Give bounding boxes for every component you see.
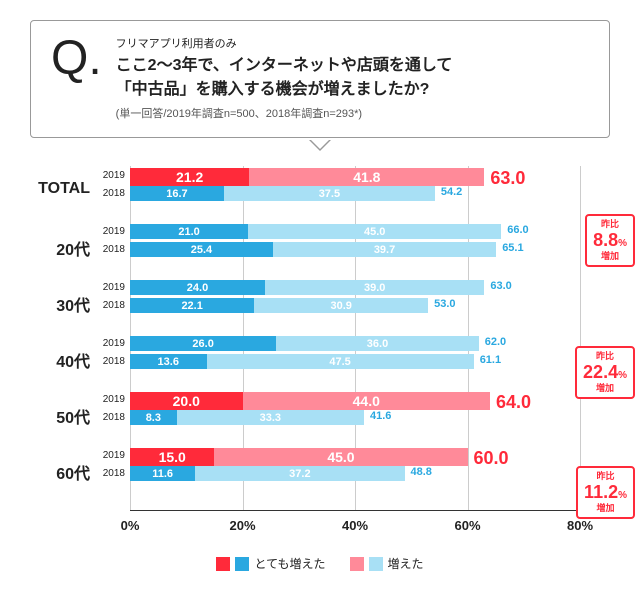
bar-segment-a: 25.4 xyxy=(130,242,273,257)
q-main: ここ2～3年で、インターネットや店頭を通して「中古品」を購入する機会が増えました… xyxy=(116,54,453,102)
bar-chart: 0%20%40%60%80%TOTAL201921.241.863.020181… xyxy=(95,166,605,541)
bar-segment-a: 16.7 xyxy=(130,186,224,201)
bar-segment-b: 44.0 xyxy=(243,392,491,410)
bar-total: 63.0 xyxy=(490,280,511,292)
bar-segment-b: 45.0 xyxy=(248,224,501,239)
year-label: 2018 xyxy=(95,356,125,367)
group-label: 30代 xyxy=(35,292,90,316)
bar-segment-a: 15.0 xyxy=(130,448,214,466)
legend: とても増えた 増えた xyxy=(0,551,640,592)
bar-total: 62.0 xyxy=(485,336,506,348)
legend-item: とても増えた xyxy=(216,555,325,572)
callout: 昨比11.2%増加 xyxy=(576,466,635,519)
bar-segment-a: 20.0 xyxy=(130,392,243,410)
x-tick-label: 20% xyxy=(229,518,255,533)
callout: 昨比22.4%増加 xyxy=(575,346,635,399)
bar-segment-b: 36.0 xyxy=(276,336,479,351)
bar-total: 66.0 xyxy=(507,224,528,236)
bar-segment-b: 33.3 xyxy=(177,410,364,425)
bar-segment-b: 39.7 xyxy=(273,242,496,257)
group-label: 50代 xyxy=(35,404,90,428)
bar-segment-b: 37.5 xyxy=(224,186,435,201)
group-label: TOTAL xyxy=(35,180,90,198)
legend-item: 増えた xyxy=(350,555,424,572)
year-label: 2019 xyxy=(95,338,125,349)
group-label: 20代 xyxy=(35,236,90,260)
x-tick-label: 0% xyxy=(121,518,140,533)
q-text: フリマアプリ利用者のみ ここ2～3年で、インターネットや店頭を通して「中古品」を… xyxy=(116,35,453,121)
q-note: (単一回答/2019年調査n=500、2018年調査n=293*) xyxy=(116,105,453,121)
question-box: Q. フリマアプリ利用者のみ ここ2～3年で、インターネットや店頭を通して「中古… xyxy=(30,20,610,138)
bar-total: 65.1 xyxy=(502,242,523,254)
bar-segment-b: 41.8 xyxy=(249,168,484,186)
bar-segment-b: 37.2 xyxy=(195,466,404,481)
year-label: 2019 xyxy=(95,170,125,181)
q-small: フリマアプリ利用者のみ xyxy=(116,35,453,51)
year-label: 2018 xyxy=(95,468,125,479)
bar-segment-a: 21.2 xyxy=(130,168,249,186)
bar-segment-a: 11.6 xyxy=(130,466,195,481)
q-letter: Q. xyxy=(51,35,102,121)
bar-segment-b: 47.5 xyxy=(207,354,474,369)
year-label: 2018 xyxy=(95,244,125,255)
bar-segment-a: 22.1 xyxy=(130,298,254,313)
callout: 昨比8.8%増加 xyxy=(585,214,635,267)
bar-total: 48.8 xyxy=(411,466,432,478)
year-label: 2019 xyxy=(95,226,125,237)
bar-total: 54.2 xyxy=(441,186,462,198)
bar-segment-a: 13.6 xyxy=(130,354,207,369)
x-tick-label: 60% xyxy=(454,518,480,533)
year-label: 2019 xyxy=(95,282,125,293)
group-label: 60代 xyxy=(35,460,90,484)
bar-segment-a: 21.0 xyxy=(130,224,248,239)
bar-segment-b: 39.0 xyxy=(265,280,484,295)
bar-total: 41.6 xyxy=(370,410,391,422)
bar-segment-a: 24.0 xyxy=(130,280,265,295)
bar-segment-b: 45.0 xyxy=(214,448,467,466)
bar-total: 53.0 xyxy=(434,298,455,310)
group-label: 40代 xyxy=(35,348,90,372)
year-label: 2019 xyxy=(95,394,125,405)
x-tick-label: 40% xyxy=(342,518,368,533)
bar-segment-a: 8.3 xyxy=(130,410,177,425)
year-label: 2019 xyxy=(95,450,125,461)
bar-total: 61.1 xyxy=(480,354,501,366)
year-label: 2018 xyxy=(95,300,125,311)
x-tick-label: 80% xyxy=(567,518,593,533)
bar-segment-b: 30.9 xyxy=(254,298,428,313)
year-label: 2018 xyxy=(95,188,125,199)
year-label: 2018 xyxy=(95,412,125,423)
bar-segment-a: 26.0 xyxy=(130,336,276,351)
